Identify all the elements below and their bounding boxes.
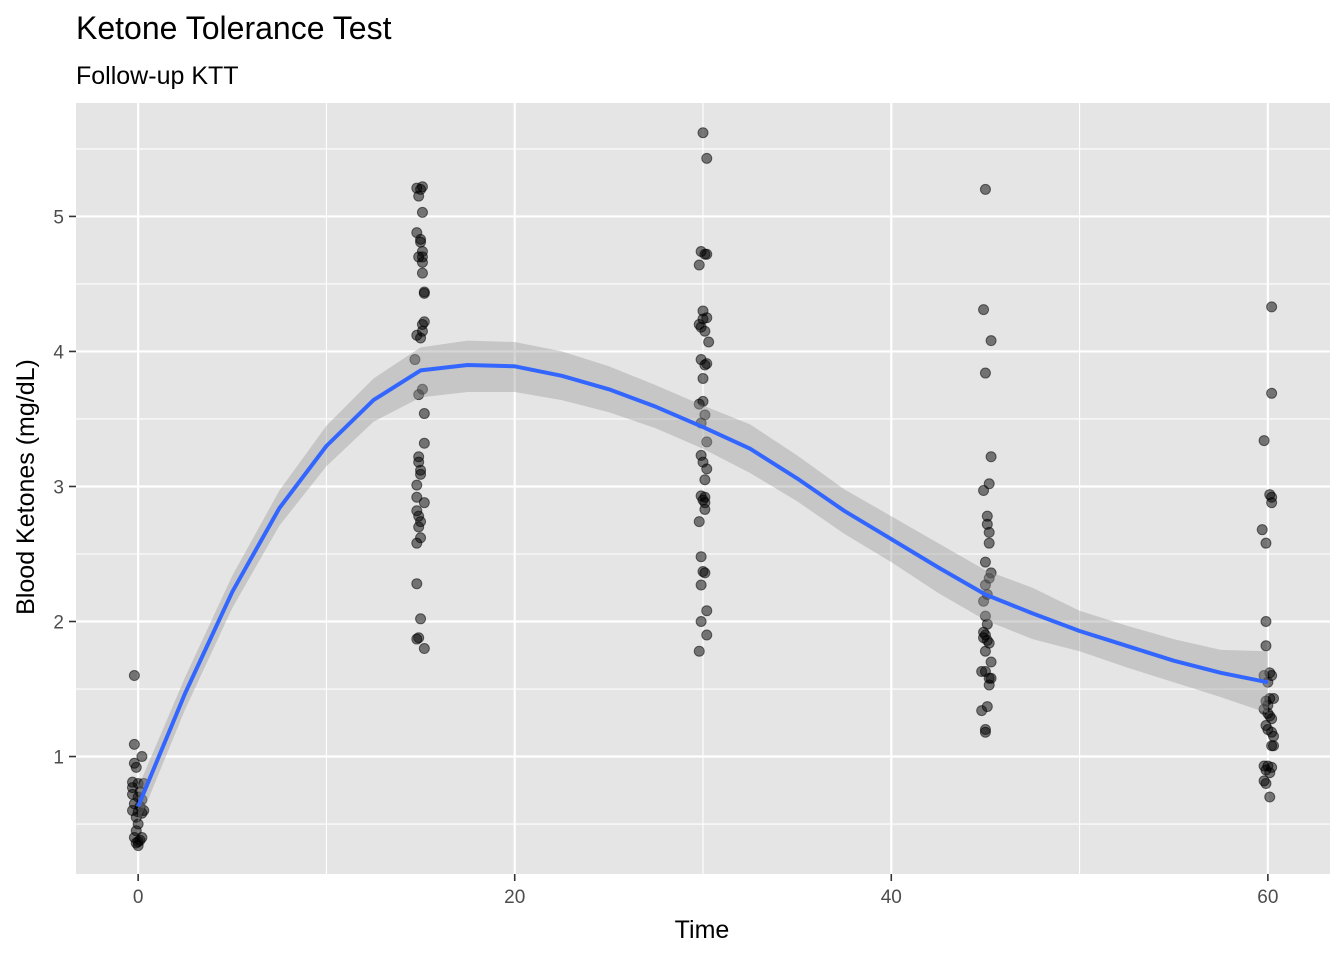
data-point [699,325,711,337]
data-point [701,152,713,164]
data-point [1260,616,1272,628]
data-point [1256,524,1268,536]
data-point [413,389,425,401]
data-point [693,645,705,657]
data-point [411,578,423,590]
data-point [979,183,991,195]
data-point [1264,791,1276,803]
confidence-band [138,340,1268,824]
data-point [416,267,428,279]
y-axis-title: Blood Ketones (mg/dL) [12,359,40,615]
data-point [701,436,713,448]
data-point [1264,767,1276,779]
data-point [701,629,713,641]
data-point [978,595,990,607]
data-point [695,551,707,563]
data-point [1260,640,1272,652]
data-point [411,537,423,549]
smooth-line [136,363,1269,808]
data-point [418,437,430,449]
data-point [136,751,148,763]
data-point [1258,435,1270,447]
data-point [1260,537,1272,549]
data-point [418,497,430,509]
data-point [703,336,715,348]
y-axis: 1 2 3 4 5 [53,207,76,769]
data-point [985,656,997,668]
data-point [413,521,425,533]
data-point [978,304,990,316]
data-point [699,248,711,260]
data-point [979,556,991,568]
data-point [416,256,428,268]
data-point [699,503,711,515]
data-point [132,840,144,852]
x-tick-label: 0 [133,887,144,908]
data-point [418,643,430,655]
data-point [415,332,427,344]
data-point [415,236,427,248]
data-point [130,761,142,773]
plot-panel [76,103,1330,874]
chart-subtitle: Follow-up KTT [76,62,239,90]
data-point [1266,301,1278,313]
data-point [693,398,705,410]
data-point [699,567,711,579]
chart-title: Ketone Tolerance Test [76,10,392,46]
data-point [983,537,995,549]
data-point [1260,778,1272,790]
data-point [699,359,711,371]
x-axis: 0 20 40 60 [133,874,1278,908]
data-point [697,372,709,384]
y-tick-label: 1 [53,748,64,769]
data-point [976,705,988,717]
data-point [697,127,709,139]
data-point [1266,387,1278,399]
x-tick-label: 40 [881,887,902,908]
data-point [411,633,423,645]
data-point [983,679,995,691]
data-point [976,665,988,677]
data-point [416,181,428,193]
x-tick-label: 20 [504,887,525,908]
data-point [128,670,140,682]
data-point [699,474,711,486]
data-point [701,463,713,475]
data-point [983,526,995,538]
data-point [979,367,991,379]
y-tick-label: 3 [53,477,64,498]
data-point [695,579,707,591]
data-point [701,605,713,617]
y-tick-label: 5 [53,207,64,228]
x-axis-title: Time [675,916,730,944]
data-point [985,335,997,347]
data-point [415,468,427,480]
data-point [413,190,425,202]
data-point [693,516,705,528]
data-point [1268,730,1280,742]
data-point [695,616,707,628]
data-point [979,726,991,738]
data-point [416,206,428,218]
data-point [415,613,427,625]
y-tick-label: 2 [53,613,64,634]
data-point [418,287,430,299]
y-tick-label: 4 [53,342,64,363]
data-point [409,354,421,366]
data-point [1266,497,1278,509]
data-point [1268,740,1280,752]
data-point [978,485,990,497]
data-point [979,645,991,657]
x-tick-label: 60 [1257,887,1278,908]
data-point [128,738,140,750]
data-point [418,408,430,420]
data-point [411,479,423,491]
data-point [693,259,705,271]
data-point [411,491,423,503]
data-point [985,451,997,463]
